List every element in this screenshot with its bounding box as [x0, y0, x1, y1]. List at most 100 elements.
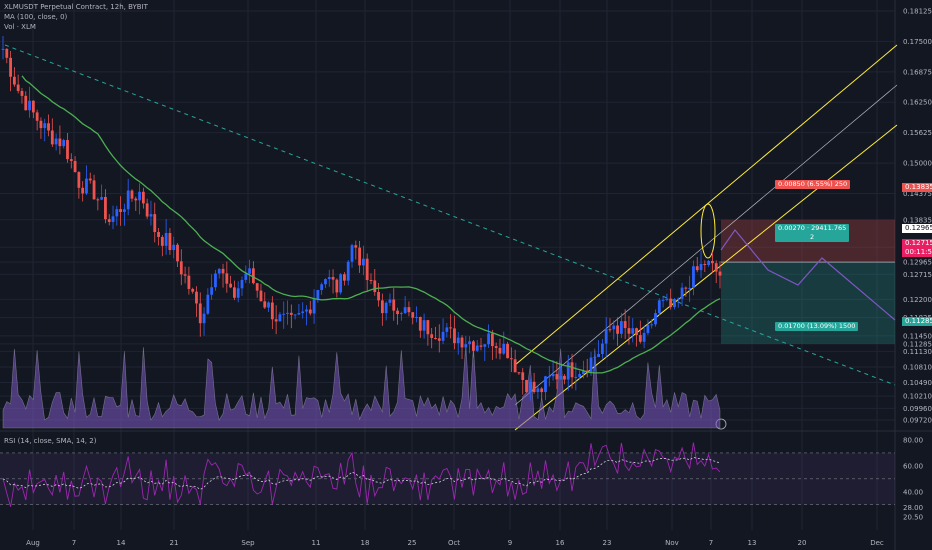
price-tick-label: 0.10810 — [903, 363, 932, 371]
candle-body — [426, 320, 430, 335]
candle-body — [31, 100, 35, 113]
candle-body — [20, 90, 24, 96]
candle-body — [661, 299, 665, 301]
candle-body — [540, 388, 544, 393]
candle-body — [267, 302, 270, 308]
candle-body — [434, 338, 437, 340]
candle-body — [77, 172, 81, 188]
candle-body — [191, 288, 195, 292]
candle-body — [680, 287, 684, 299]
candle-body — [692, 266, 695, 288]
candle-body — [377, 292, 380, 301]
candle-body — [475, 345, 479, 351]
candle-body — [324, 279, 327, 285]
candle-body — [388, 299, 392, 303]
candle-body — [54, 138, 58, 145]
candle-body — [160, 236, 164, 246]
stop-price-tag: 0.13835 — [902, 183, 932, 192]
candle-body — [593, 357, 597, 359]
time-tick-label: 25 — [408, 539, 417, 547]
candle-body — [506, 343, 509, 359]
entry-label-sub: 2 — [810, 233, 815, 241]
candle-body — [176, 244, 179, 262]
candle-body — [479, 345, 483, 347]
candle-body — [187, 275, 191, 289]
candle-body — [210, 287, 214, 295]
candle-body — [403, 307, 407, 314]
price-tick-label: 0.16875 — [903, 68, 932, 76]
time-tick-label: 11 — [312, 539, 321, 547]
candle-body — [39, 120, 43, 129]
candle-body — [612, 325, 616, 330]
candle-body — [487, 333, 490, 345]
candle-body — [111, 216, 115, 222]
candle-body — [5, 48, 9, 58]
candle-body — [688, 287, 692, 289]
candle-body — [88, 178, 92, 181]
current-price-value: 0.12715 — [905, 239, 932, 247]
candle-body — [327, 277, 331, 280]
candle-body — [9, 57, 12, 77]
candle-body — [28, 100, 31, 111]
candle-body — [50, 130, 54, 145]
candle-body — [286, 312, 289, 314]
candle-body — [73, 160, 77, 173]
vol-legend: Vol · XLM — [4, 23, 36, 31]
candle-body — [92, 180, 96, 200]
candle-body — [369, 280, 373, 282]
candle-body — [130, 190, 134, 199]
candle-body — [430, 334, 434, 339]
candle-body — [229, 283, 233, 288]
candle-body — [498, 347, 502, 354]
candle-body — [221, 268, 225, 274]
candle-body — [695, 266, 699, 271]
price-axis: 0.18125 0.17500 0.16875 0.16250 0.15625 0.150… — [903, 8, 932, 425]
candle-body — [559, 375, 563, 380]
downtrend-line — [4, 44, 896, 386]
symbol-legend: XLMUSDT Perpetual Contract, 12h, BYBIT — [4, 3, 148, 11]
candle-body — [582, 370, 585, 375]
candle-body — [233, 287, 236, 298]
candle-body — [202, 313, 206, 324]
volume-area — [2, 344, 721, 429]
candle-body — [392, 299, 396, 311]
candle-body — [282, 313, 286, 315]
candle-body — [316, 290, 320, 300]
entry-label-main: 0.00270 · 29411.765 — [778, 224, 847, 232]
candle-body — [635, 328, 638, 336]
candle-body — [43, 123, 47, 129]
candle-body — [411, 312, 415, 318]
candle-body — [673, 299, 676, 308]
candle-body — [472, 341, 475, 351]
candle-body — [449, 327, 453, 329]
ma-legend: MA (100, close, 0) — [4, 13, 68, 21]
candle-body — [145, 203, 149, 217]
price-tick-label: 0.10490 — [903, 379, 932, 387]
candle-body — [676, 298, 680, 300]
candle-body — [422, 320, 426, 331]
candle-body — [570, 362, 574, 378]
candle-body — [517, 372, 521, 374]
candle-body — [183, 274, 187, 276]
price-tick-label: 0.11450 — [903, 332, 932, 340]
candle-body — [483, 344, 487, 347]
candle-body — [206, 294, 210, 314]
price-tick-label: 0.11130 — [903, 348, 932, 356]
price-tick-label: 0.13835 — [903, 216, 932, 224]
candle-body — [225, 273, 229, 284]
price-tick-label: 0.14375 — [903, 190, 932, 198]
candle-body — [149, 214, 153, 217]
candle-body — [58, 138, 62, 147]
rsi-axis: 80.00 60.00 40.00 28.00 20.50 — [903, 437, 923, 522]
candle-body — [81, 187, 85, 194]
candle-body — [354, 245, 358, 248]
candle-body — [711, 260, 714, 264]
candle-body — [164, 233, 168, 246]
candle-body — [468, 341, 472, 345]
candle-body — [415, 316, 418, 318]
candle-body — [119, 209, 123, 212]
candle-body — [707, 260, 711, 265]
candle-body — [157, 232, 160, 237]
